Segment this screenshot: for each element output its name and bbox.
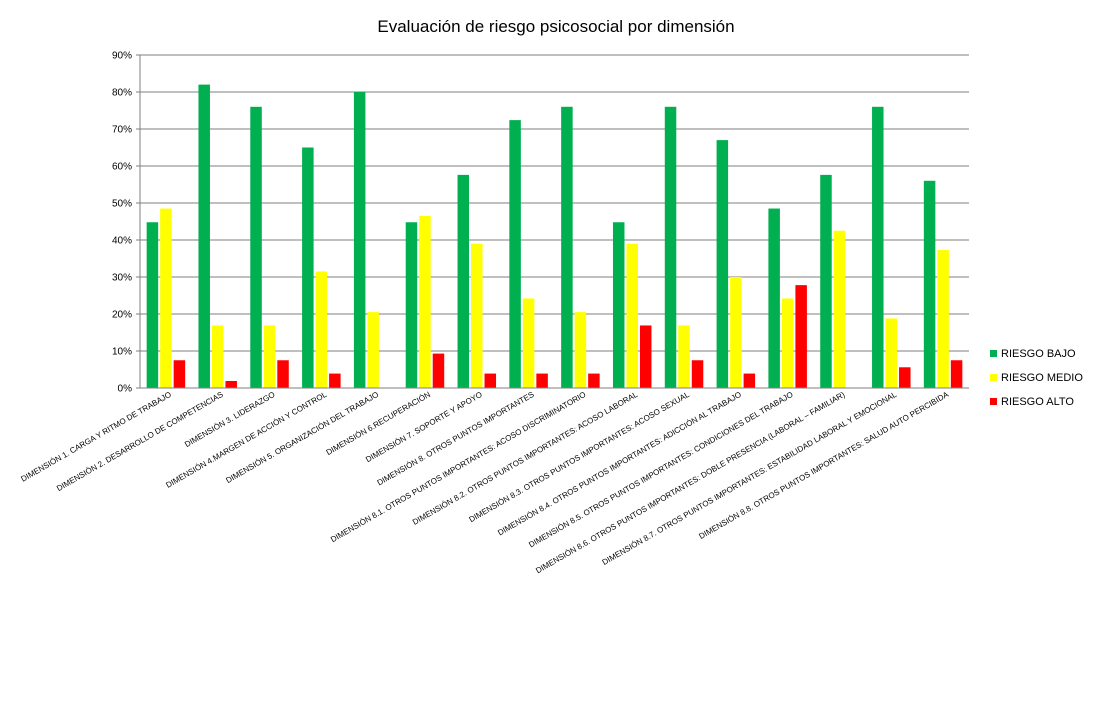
y-tick-label: 10% [112, 347, 132, 358]
x-tick-label: DIMENSIÓN 6.RECUPERACIÓN [325, 390, 432, 457]
x-tick-label: DIMENSIÓN 3. LIDERAZGO [183, 390, 276, 449]
bar-riesgo-bajo [820, 174, 832, 388]
x-tick-label: DIMENSIÓN 8.4. OTROS PUNTOS IMPORTANTES:… [496, 390, 743, 538]
bar-riesgo-medio [315, 271, 328, 388]
y-tick-label: 40% [112, 236, 132, 247]
bar-riesgo-alto [173, 360, 186, 388]
bar-riesgo-bajo [872, 106, 884, 389]
bar-riesgo-medio [367, 312, 379, 388]
y-tick-label: 70% [112, 125, 132, 136]
bar-riesgo-bajo [664, 106, 677, 389]
legend-swatch [990, 350, 997, 357]
axes [139, 55, 969, 389]
bar-riesgo-medio [885, 318, 898, 388]
legend-swatch [990, 374, 997, 381]
bar-riesgo-alto [639, 325, 652, 388]
grid-lines [140, 54, 969, 352]
bar-riesgo-medio [471, 243, 483, 388]
bar-riesgo-medio [574, 312, 587, 388]
bar-riesgo-alto [536, 373, 548, 388]
legend-label: RIESGO MEDIO [1001, 372, 1083, 384]
bar-riesgo-medio [781, 298, 794, 388]
bar-riesgo-medio [211, 325, 224, 388]
bar-riesgo-medio [937, 249, 949, 388]
bar-riesgo-alto [432, 353, 445, 388]
bar-riesgo-bajo [923, 180, 936, 388]
bar-riesgo-alto [795, 285, 807, 388]
bar-riesgo-medio [419, 215, 431, 388]
x-tick-label: DIMENSIÓN 8.1. OTROS PUNTOS IMPORTANTES:… [329, 390, 587, 544]
y-tick-label: 20% [112, 310, 132, 321]
y-tick-label: 60% [112, 162, 132, 173]
legend-swatch [990, 398, 997, 405]
x-axis-ticks: DIMENSIÓN 1. CARGA Y RITMO DE TRABAJODIM… [19, 390, 950, 576]
bar-riesgo-bajo [509, 120, 521, 389]
bar-riesgo-alto [277, 360, 289, 388]
bar-riesgo-bajo [716, 140, 729, 388]
bar-riesgo-bajo [457, 174, 470, 388]
legend: RIESGO BAJO RIESGO MEDIO RIESGO ALTO [990, 348, 1083, 408]
bar-riesgo-alto [588, 373, 600, 388]
bar-riesgo-alto [484, 373, 497, 388]
legend-label: RIESGO ALTO [1001, 396, 1074, 408]
y-tick-label: 50% [112, 199, 132, 210]
y-tick-label: 30% [112, 273, 132, 284]
bar-riesgo-medio [160, 208, 172, 388]
bar-riesgo-medio [678, 325, 690, 388]
bar-riesgo-alto [691, 360, 704, 388]
y-tick-label: 90% [112, 51, 132, 62]
bar-riesgo-bajo [768, 208, 780, 388]
bar-riesgo-bajo [612, 222, 625, 388]
chart-title: Evaluación de riesgo psicosocial por dim… [377, 17, 734, 36]
y-tick-label: 80% [112, 88, 132, 99]
bar-riesgo-medio [522, 298, 535, 388]
bar-riesgo-bajo [146, 222, 159, 388]
x-tick-label: DIMENSIÓN 8.8. OTROS PUNTOS IMPORTANTES:… [697, 390, 950, 541]
bar-riesgo-bajo [250, 106, 262, 389]
bar-riesgo-alto [225, 380, 237, 388]
bar-riesgo-medio [263, 325, 276, 388]
y-axis-ticks: 0% 10% 20% 30% 40% 50% 60% 70% 80% 90% [112, 51, 140, 395]
bar-riesgo-medio [626, 243, 638, 388]
legend-label: RIESGO BAJO [1001, 348, 1076, 360]
bar-riesgo-alto [329, 373, 341, 388]
bar-riesgo-bajo [198, 84, 210, 388]
bars [146, 84, 963, 389]
bar-riesgo-bajo [561, 106, 573, 389]
bar-riesgo-bajo [302, 147, 314, 388]
bar-riesgo-alto [743, 373, 756, 388]
bar-riesgo-bajo [353, 92, 366, 388]
y-tick-label: 0% [118, 384, 133, 395]
bar-riesgo-medio [833, 230, 846, 388]
bar-riesgo-medio [730, 277, 742, 388]
bar-riesgo-bajo [405, 222, 418, 388]
bar-riesgo-alto [950, 360, 963, 388]
bar-riesgo-alto [899, 367, 911, 388]
